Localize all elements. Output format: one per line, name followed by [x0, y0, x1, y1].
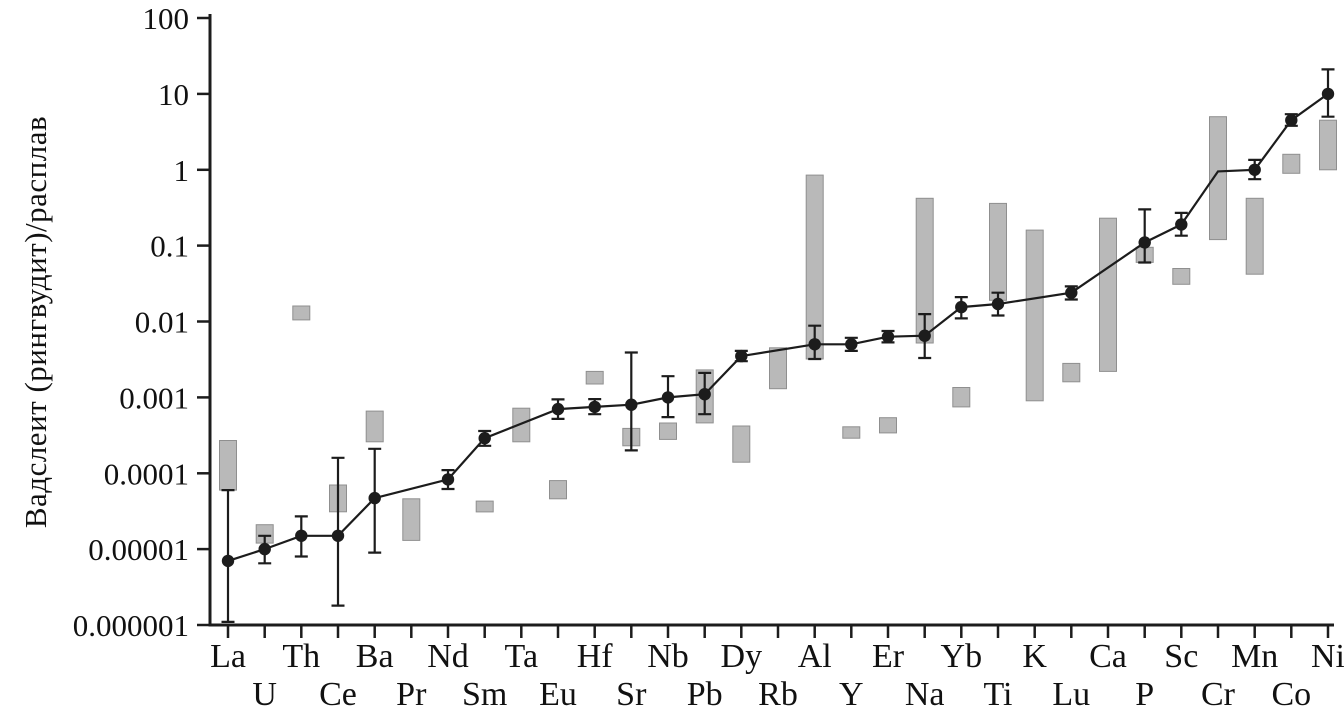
range-box-Eu — [549, 480, 567, 500]
x-tick-label-Sc: Sc — [1164, 638, 1198, 675]
x-tick-label-Y: Y — [839, 676, 864, 713]
x-tick-label-Dy: Dy — [721, 638, 763, 675]
x-tick-label-Nd: Nd — [427, 638, 469, 675]
y-tick-label-100: 100 — [143, 1, 190, 36]
data-point-Pb — [698, 388, 711, 401]
range-box-Y — [842, 426, 861, 439]
x-tick-label-Cr: Cr — [1201, 676, 1236, 713]
range-box-Dy — [732, 425, 751, 463]
y-tick-label-1: 1 — [174, 153, 190, 188]
x-tick-label-Th: Th — [282, 638, 320, 675]
data-point-Y — [845, 338, 858, 351]
y-tick-label-0.001: 0.001 — [119, 380, 189, 415]
range-box-Mn — [1245, 197, 1264, 275]
x-tick-label-K: K — [1022, 638, 1047, 675]
x-tick-label-Al: Al — [798, 638, 832, 675]
range-box-Cr — [1209, 116, 1227, 241]
x-tick-label-Sm: Sm — [462, 676, 507, 713]
range-box-La — [219, 440, 237, 491]
data-point-Er — [881, 330, 895, 343]
y-tick-label-0.01: 0.01 — [135, 305, 189, 340]
range-box-Pr — [402, 498, 421, 541]
y-tick-label-0.0001: 0.0001 — [104, 456, 189, 491]
x-tick-label-Pb: Pb — [687, 676, 723, 713]
x-tick-label-P: P — [1135, 676, 1154, 713]
range-box-Nb — [659, 422, 677, 440]
series-line — [227, 93, 1329, 562]
y-tick-label-0.000001: 0.000001 — [73, 608, 189, 643]
range-box-Ca — [1099, 217, 1117, 372]
x-tick-label-Yb: Yb — [941, 638, 983, 675]
data-point-Nd — [441, 473, 455, 486]
range-box-Th — [292, 305, 311, 321]
axes — [208, 14, 1334, 627]
range-box-Rb — [769, 347, 787, 390]
data-point-Hf — [588, 400, 601, 414]
range-box-Sc — [1172, 268, 1191, 285]
data-point-U — [258, 542, 271, 556]
x-tick-label-Rb: Rb — [758, 676, 798, 713]
x-tick-label-Sr: Sr — [616, 676, 647, 713]
data-point-Dy — [735, 349, 748, 363]
range-box-Ti — [989, 202, 1007, 301]
x-tick-label-Co: Co — [1271, 676, 1311, 713]
range-box-Er — [879, 417, 897, 434]
data-point-P — [1138, 236, 1151, 249]
x-tick-label-Ni: Ni — [1311, 638, 1344, 675]
x-tick-label-Mn: Mn — [1231, 638, 1278, 675]
x-tick-label-Na: Na — [905, 676, 945, 713]
data-point-Al — [808, 338, 821, 351]
range-box-Sm — [475, 500, 494, 513]
x-tick-label-U: U — [252, 676, 277, 713]
x-tick-label-Hf: Hf — [577, 638, 614, 675]
data-point-Nb — [661, 391, 675, 404]
x-tick-label-La: La — [210, 638, 246, 675]
data-point-Ce — [331, 529, 345, 542]
data-point-Yb — [955, 300, 968, 314]
x-tick-label-Lu: Lu — [1052, 676, 1090, 713]
error-bar-P — [1138, 208, 1152, 264]
x-tick-label-Ti: Ti — [983, 676, 1012, 713]
data-point-Ti — [991, 297, 1005, 311]
range-box-Yb — [952, 387, 971, 408]
data-point-Ba — [368, 491, 381, 505]
data-point-La — [221, 554, 235, 568]
x-tick-label-Nb: Nb — [647, 638, 689, 675]
data-point-Ni — [1321, 87, 1335, 101]
x-tick-label-Pr: Pr — [396, 676, 427, 713]
data-point-Lu — [1065, 286, 1078, 299]
data-point-Eu — [551, 402, 565, 416]
y-tick-label-10: 10 — [158, 77, 189, 112]
x-tick-label-Ta: Ta — [505, 638, 539, 675]
data-point-Sr — [625, 398, 638, 411]
y-tick-label-0.00001: 0.00001 — [88, 532, 189, 567]
range-box-Ba — [365, 410, 384, 443]
y-tick-label-0.1: 0.1 — [150, 229, 189, 264]
range-box-K — [1025, 229, 1044, 402]
x-tick-label-Ca: Ca — [1089, 638, 1127, 675]
range-box-Co — [1282, 153, 1301, 174]
data-point-Sc — [1175, 218, 1188, 231]
data-point-Th — [295, 529, 308, 542]
x-tick-label-Er: Er — [872, 638, 905, 675]
x-tick-label-Eu: Eu — [539, 676, 577, 713]
data-point-Mn — [1248, 163, 1261, 176]
range-box-Hf — [585, 370, 604, 385]
x-tick-label-Ce: Ce — [319, 676, 357, 713]
range-box-Lu — [1062, 362, 1081, 383]
x-tick-label-Ba: Ba — [356, 638, 394, 675]
data-point-Na — [918, 329, 931, 342]
data-point-Sm — [478, 432, 491, 445]
data-point-Co — [1285, 114, 1298, 127]
range-box-Ta — [512, 407, 531, 443]
range-box-Ni — [1319, 119, 1337, 171]
